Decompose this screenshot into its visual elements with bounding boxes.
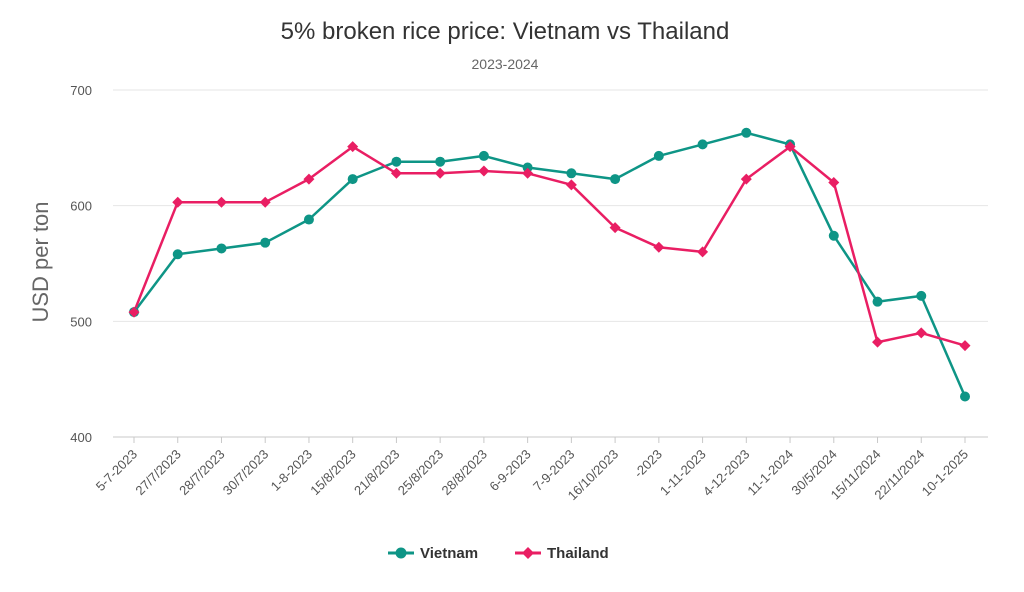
x-tick-label: 25/8/2023	[395, 447, 447, 499]
chart-title: 5% broken rice price: Vietnam vs Thailan…	[281, 18, 730, 45]
legend-item-vietnam[interactable]: Vietnam	[388, 545, 478, 562]
data-point-thailand[interactable]	[215, 196, 227, 208]
data-point-thailand[interactable]	[259, 196, 271, 208]
data-point-thailand[interactable]	[390, 167, 402, 179]
x-tick-label: 21/8/2023	[351, 447, 403, 499]
data-point-vietnam[interactable]	[653, 150, 664, 161]
data-point-thailand[interactable]	[959, 340, 971, 352]
data-point-thailand[interactable]	[784, 141, 796, 153]
data-point-vietnam[interactable]	[610, 174, 621, 185]
data-point-thailand[interactable]	[872, 336, 884, 348]
data-point-vietnam[interactable]	[216, 243, 227, 254]
data-point-vietnam[interactable]	[566, 168, 577, 179]
x-tick-label: 11-1-2024	[744, 447, 796, 499]
data-point-vietnam[interactable]	[435, 156, 446, 167]
series-line-vietnam	[133, 131, 967, 397]
data-point-thailand[interactable]	[697, 246, 709, 258]
data-point-thailand[interactable]	[522, 167, 534, 179]
data-point-thailand[interactable]	[565, 179, 577, 191]
data-point-vietnam[interactable]	[960, 391, 970, 402]
data-point-vietnam[interactable]	[916, 290, 927, 301]
data-point-vietnam[interactable]	[522, 162, 533, 173]
y-tick-label: 700	[70, 83, 92, 98]
x-tick-label: 6-9-2023	[486, 447, 533, 494]
data-point-vietnam[interactable]	[347, 174, 358, 185]
x-axis-ticks: 5-7-202327/7/202328/7/202330/7/20231-8-2…	[93, 437, 971, 503]
data-point-vietnam[interactable]	[741, 127, 752, 138]
data-point-thailand[interactable]	[347, 141, 359, 153]
x-tick-label: 15/8/2023	[307, 447, 359, 499]
legend-marker-vietnam	[395, 547, 407, 559]
x-tick-label: 28/7/2023	[176, 447, 228, 499]
legend: Vietnam Thailand	[388, 545, 609, 562]
data-point-thailand[interactable]	[609, 222, 621, 234]
y-tick-label: 400	[70, 430, 92, 445]
data-point-vietnam[interactable]	[172, 249, 183, 260]
y-tick-label: 600	[70, 199, 92, 214]
series-line-thailand	[132, 145, 966, 347]
data-point-thailand[interactable]	[434, 167, 446, 179]
legend-marker-thailand	[522, 547, 534, 559]
y-tick-label: 500	[70, 314, 92, 329]
data-point-thailand[interactable]	[478, 165, 490, 177]
data-point-vietnam[interactable]	[872, 296, 883, 307]
data-point-thailand[interactable]	[128, 306, 140, 318]
legend-label-thailand: Thailand	[547, 545, 609, 562]
data-point-vietnam[interactable]	[697, 139, 708, 150]
x-tick-label: 27/7/2023	[132, 447, 184, 499]
series-group	[128, 127, 971, 402]
x-tick-label: 28/8/2023	[439, 447, 491, 499]
data-point-thailand[interactable]	[172, 196, 184, 208]
y-axis-ticks: 400 500 600 700	[70, 83, 92, 445]
data-point-thailand[interactable]	[915, 327, 927, 339]
x-tick-label: -2023	[631, 447, 665, 481]
y-axis-label: USD per ton	[28, 201, 53, 322]
data-point-vietnam[interactable]	[303, 214, 314, 225]
data-point-vietnam[interactable]	[391, 156, 402, 167]
x-tick-label: 30/7/2023	[220, 447, 272, 499]
data-point-vietnam[interactable]	[260, 237, 271, 248]
x-tick-label: 4-12-2023	[700, 447, 753, 500]
data-point-thailand[interactable]	[653, 241, 665, 253]
data-point-thailand[interactable]	[303, 173, 315, 185]
data-point-thailand[interactable]	[828, 177, 840, 189]
legend-item-thailand[interactable]: Thailand	[515, 545, 609, 562]
x-tick-label: 10-1-2025	[919, 447, 972, 500]
data-point-vietnam[interactable]	[828, 230, 839, 241]
data-point-thailand[interactable]	[740, 173, 752, 185]
gridlines	[113, 89, 988, 438]
chart-subtitle: 2023-2024	[472, 56, 539, 72]
data-point-vietnam[interactable]	[478, 150, 489, 161]
legend-label-vietnam: Vietnam	[420, 545, 478, 562]
